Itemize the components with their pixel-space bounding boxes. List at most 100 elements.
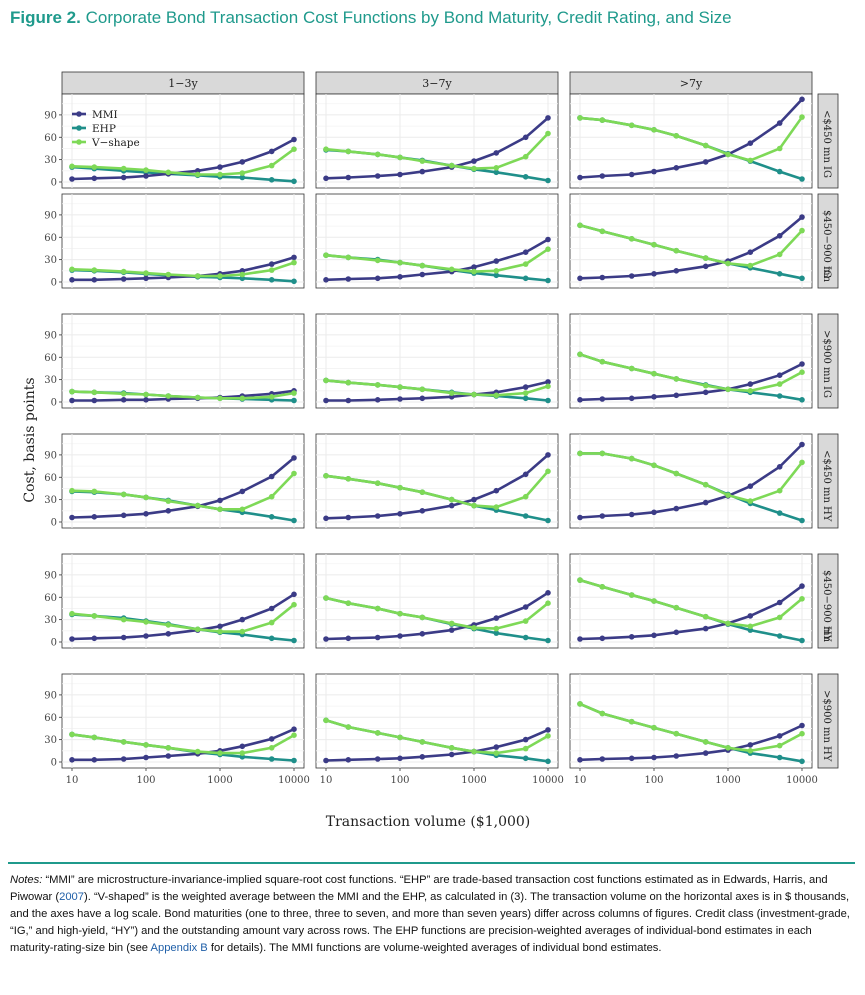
- series-point-v-shape: [725, 620, 731, 627]
- series-point-mmi: [448, 751, 455, 758]
- series-point-mmi: [120, 276, 127, 282]
- series-point-mmi: [673, 268, 680, 274]
- series-point-v-shape: [702, 255, 709, 261]
- series-point-mmi: [419, 168, 426, 175]
- series-point-ehp: [493, 630, 500, 636]
- series-point-mmi: [217, 623, 223, 630]
- series-point-ehp: [545, 397, 551, 404]
- series-point-ehp: [776, 633, 783, 639]
- panel-frame: [569, 433, 813, 529]
- row-strip: [817, 433, 839, 529]
- series-point-v-shape: [577, 577, 583, 583]
- series-point-v-shape: [522, 261, 529, 267]
- series-point-v-shape: [120, 268, 127, 275]
- series-point-v-shape: [397, 610, 403, 617]
- series-point-v-shape: [291, 259, 297, 266]
- series-point-v-shape: [143, 619, 149, 625]
- series-point-v-shape: [217, 395, 223, 402]
- series-point-v-shape: [776, 614, 783, 621]
- series-point-v-shape: [493, 392, 500, 399]
- x-tick-label: 10000: [278, 775, 310, 786]
- series-point-mmi: [120, 512, 127, 519]
- series-line-v-shape: [71, 472, 295, 511]
- series-line-mmi: [71, 593, 295, 641]
- y-tick-label: 60: [44, 353, 57, 364]
- series-point-mmi: [599, 274, 606, 281]
- series-point-v-shape: [91, 267, 98, 273]
- series-point-v-shape: [747, 623, 754, 630]
- series-point-v-shape: [291, 390, 297, 396]
- series-point-mmi: [291, 254, 297, 261]
- row-strip-rating-label: HY: [821, 746, 832, 762]
- series-point-mmi: [397, 511, 403, 517]
- series-point-v-shape: [165, 393, 172, 399]
- series-point-mmi: [799, 96, 805, 103]
- series-point-mmi: [419, 631, 426, 637]
- row-strip: [817, 193, 839, 289]
- panel-frame: [315, 553, 559, 649]
- series-line-v-shape: [325, 132, 549, 170]
- y-tick-label: 90: [44, 690, 57, 701]
- series-point-mmi: [545, 236, 551, 243]
- legend-point-v-shape: [76, 139, 82, 145]
- series-point-mmi: [374, 756, 381, 762]
- series-point-ehp: [291, 278, 297, 285]
- series-point-ehp: [239, 174, 246, 181]
- series-line-v-shape: [580, 452, 804, 503]
- series-point-mmi: [397, 755, 403, 762]
- series-point-v-shape: [448, 620, 455, 627]
- series-point-v-shape: [799, 114, 805, 120]
- series-point-mmi: [776, 233, 783, 239]
- series-point-v-shape: [323, 717, 329, 724]
- series-point-v-shape: [651, 462, 657, 469]
- series-point-v-shape: [165, 498, 172, 504]
- series-point-mmi: [651, 632, 657, 639]
- series-point-mmi: [69, 277, 75, 283]
- series-point-v-shape: [599, 117, 606, 123]
- y-tick-label: 90: [44, 210, 57, 221]
- series-point-v-shape: [120, 165, 127, 172]
- series-point-mmi: [776, 599, 783, 606]
- series-point-v-shape: [448, 390, 455, 396]
- legend-label: MMI: [92, 109, 118, 121]
- series-point-mmi: [545, 379, 551, 385]
- series-point-v-shape: [323, 473, 329, 479]
- series-point-v-shape: [239, 170, 246, 176]
- series-line-v-shape: [579, 224, 803, 267]
- series-point-v-shape: [493, 625, 500, 632]
- series-point-mmi: [577, 275, 583, 282]
- series-point-v-shape: [577, 115, 583, 121]
- citation-year-link[interactable]: 2007: [59, 891, 84, 903]
- legend-label: V−shape: [91, 137, 140, 149]
- series-point-v-shape: [628, 236, 635, 242]
- series-point-ehp: [291, 637, 297, 644]
- series-point-v-shape: [493, 504, 500, 510]
- series-point-v-shape: [545, 600, 551, 606]
- series-line-mmi: [579, 585, 803, 641]
- series-point-mmi: [374, 634, 381, 641]
- series-point-v-shape: [239, 395, 246, 402]
- y-tick-label: 0: [51, 278, 57, 289]
- series-point-v-shape: [702, 142, 709, 149]
- series-point-v-shape: [471, 165, 477, 172]
- y-tick-label: 30: [44, 155, 57, 166]
- series-point-mmi: [599, 756, 606, 762]
- series-point-mmi: [747, 249, 754, 255]
- notes-lead: Notes:: [10, 874, 43, 886]
- series-point-mmi: [291, 455, 297, 461]
- series-point-v-shape: [545, 130, 551, 137]
- series-point-v-shape: [628, 365, 635, 372]
- series-point-v-shape: [120, 739, 127, 745]
- series-point-ehp: [522, 634, 529, 641]
- series-point-mmi: [628, 273, 635, 279]
- series-point-mmi: [577, 174, 583, 181]
- series-point-v-shape: [673, 133, 680, 139]
- series-point-v-shape: [194, 171, 201, 178]
- series-point-mmi: [545, 727, 551, 733]
- appendix-link[interactable]: Appendix B: [150, 942, 208, 954]
- series-point-mmi: [120, 756, 127, 762]
- series-point-mmi: [493, 744, 500, 750]
- series-line-v-shape: [579, 702, 803, 753]
- series-point-mmi: [545, 590, 551, 596]
- y-tick-label: 60: [44, 233, 57, 244]
